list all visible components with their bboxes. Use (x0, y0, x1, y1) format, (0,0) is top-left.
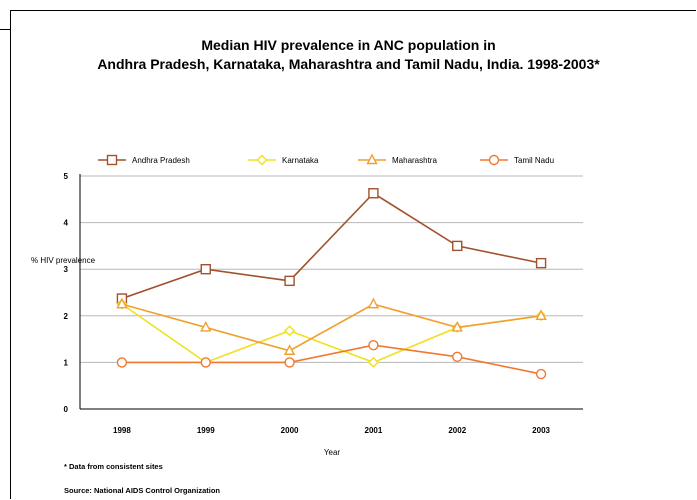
y-tick-label: 3 (64, 265, 69, 274)
series-line-maharashtra (121, 303, 542, 352)
data-point-maharashtra (367, 297, 380, 309)
data-point-karnataka (284, 325, 296, 337)
data-point-tamil-nadu (368, 339, 379, 351)
x-axis-title: Year (324, 448, 341, 457)
data-point-andhra-pradesh (535, 257, 547, 269)
x-tick-label: 2001 (365, 426, 383, 435)
legend-label-andhra-pradesh: Andhra Pradesh (132, 156, 190, 165)
legend-marker-tamil-nadu (488, 154, 500, 166)
footnote-source: Source: National AIDS Control Organizati… (64, 486, 220, 495)
data-point-maharashtra (116, 297, 128, 309)
legend-marker-andhra-pradesh (106, 154, 118, 166)
y-tick-label: 5 (64, 172, 69, 181)
y-tick-label: 1 (64, 358, 69, 367)
series-line-andhra-pradesh (121, 192, 542, 300)
chart-title: Median HIV prevalence in ANC population … (201, 37, 496, 53)
legend-label-karnataka: Karnataka (282, 156, 319, 165)
x-tick-label: 2002 (448, 426, 466, 435)
x-tick-label: 1999 (197, 426, 215, 435)
data-point-tamil-nadu (535, 368, 547, 380)
data-point-karnataka (367, 356, 379, 368)
data-point-andhra-pradesh (452, 240, 463, 252)
frame-corner-mark (0, 29, 11, 30)
chart-frame (10, 10, 696, 499)
data-point-andhra-pradesh (200, 264, 211, 275)
x-tick-label: 2000 (281, 426, 299, 435)
legend-marker-maharashtra (366, 153, 378, 165)
x-tick-label: 1998 (113, 426, 131, 435)
data-point-maharashtra (535, 309, 547, 320)
y-tick-label: 0 (64, 405, 69, 414)
data-point-maharashtra (451, 320, 463, 332)
chart-title-block: Median HIV prevalence in ANC population … (0, 36, 697, 74)
data-point-tamil-nadu (116, 357, 128, 368)
data-point-andhra-pradesh (284, 275, 295, 287)
data-point-maharashtra (283, 344, 296, 355)
y-axis-title: % HIV prevalence (31, 256, 96, 265)
data-point-tamil-nadu (284, 357, 295, 368)
legend-label-maharashtra: Maharashtra (392, 156, 437, 165)
legend-label-tamil-nadu: Tamil Nadu (514, 156, 554, 165)
legend-marker-karnataka (256, 154, 268, 166)
data-point-tamil-nadu (452, 351, 463, 363)
footnote-data-note: * Data from consistent sites (64, 462, 163, 471)
chart-subtitle: Andhra Pradesh, Karnataka, Maharashtra a… (97, 56, 600, 72)
data-point-andhra-pradesh (368, 188, 379, 199)
series-line-tamil-nadu (121, 344, 542, 375)
y-tick-label: 4 (64, 219, 69, 228)
y-tick-label: 2 (64, 312, 69, 321)
data-point-maharashtra (200, 320, 212, 332)
x-tick-label: 2003 (532, 426, 550, 435)
data-point-tamil-nadu (200, 357, 211, 368)
